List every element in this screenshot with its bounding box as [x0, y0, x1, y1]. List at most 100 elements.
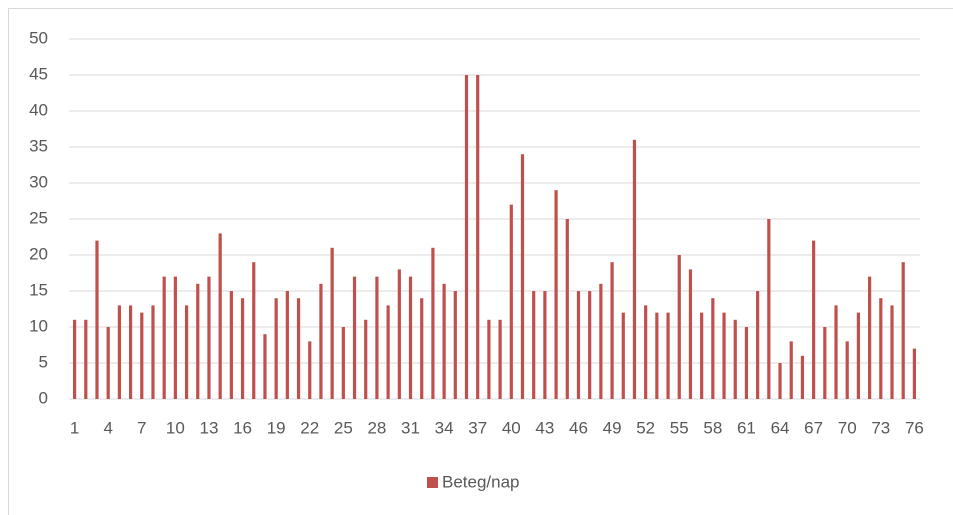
bar	[341, 327, 345, 399]
bar	[912, 348, 917, 399]
bar	[431, 247, 435, 399]
y-tick-label: 20	[29, 244, 48, 263]
bar	[319, 283, 323, 399]
bar	[117, 305, 121, 399]
bar	[140, 312, 144, 399]
bar	[789, 341, 793, 399]
x-tick-label: 10	[166, 418, 185, 437]
x-tick-label: 64	[771, 418, 790, 437]
x-tick-label: 55	[670, 418, 689, 437]
bar	[812, 240, 816, 399]
bar	[845, 341, 849, 399]
x-tick-label: 28	[367, 418, 386, 437]
bar	[106, 327, 110, 399]
x-tick-label: 46	[569, 418, 588, 437]
bar	[666, 312, 670, 399]
bar	[218, 233, 222, 399]
x-tick-label: 40	[502, 418, 521, 437]
bar	[576, 291, 581, 399]
bar	[532, 291, 536, 399]
y-tick-label: 0	[39, 388, 48, 407]
bar	[364, 319, 368, 399]
bar	[890, 305, 894, 399]
bar	[520, 154, 525, 399]
x-tick-label: 13	[200, 418, 219, 437]
bar	[700, 312, 704, 399]
bar	[128, 305, 133, 399]
bar	[778, 363, 782, 399]
x-tick-label: 67	[804, 418, 823, 437]
bar	[856, 312, 861, 399]
bar	[184, 305, 189, 399]
bar	[162, 276, 166, 399]
x-tick-label: 7	[137, 418, 146, 437]
bar	[330, 247, 334, 399]
bar	[554, 190, 558, 399]
bar	[240, 298, 245, 399]
x-tick-label: 49	[603, 418, 622, 437]
bar	[610, 262, 614, 399]
bar	[207, 276, 211, 399]
bar	[901, 262, 905, 399]
x-tick-label: 22	[300, 418, 319, 437]
bar	[823, 327, 827, 399]
bar	[711, 298, 715, 399]
bar	[72, 319, 77, 399]
bar	[476, 75, 480, 399]
y-tick-label: 5	[39, 352, 48, 371]
bar	[498, 319, 502, 399]
y-tick-label: 30	[29, 172, 48, 191]
bar	[196, 283, 200, 399]
y-tick-label: 25	[29, 208, 48, 227]
bar	[632, 139, 637, 400]
x-tick-label: 4	[103, 418, 112, 437]
x-tick-label: 61	[737, 418, 756, 437]
bar	[464, 75, 469, 399]
chart-border	[8, 8, 953, 515]
x-tick-label: 43	[535, 418, 554, 437]
x-tick-label: 34	[435, 418, 454, 437]
bar	[375, 276, 379, 399]
x-tick-label: 52	[636, 418, 655, 437]
y-tick-label: 40	[29, 100, 48, 119]
legend-swatch	[427, 477, 438, 488]
x-tick-label: 70	[838, 418, 857, 437]
x-tick-label: 19	[267, 418, 286, 437]
bar	[84, 319, 88, 399]
x-tick-label: 31	[401, 418, 420, 437]
bar	[621, 312, 625, 399]
bar	[420, 298, 424, 399]
bar	[800, 355, 805, 399]
bar	[655, 312, 659, 399]
bar	[308, 341, 312, 399]
y-tick-label: 45	[29, 64, 48, 83]
bar	[644, 305, 648, 399]
bar	[599, 283, 603, 399]
x-tick-label: 73	[871, 418, 890, 437]
bar	[229, 291, 233, 399]
bar	[688, 269, 693, 399]
bar	[543, 291, 547, 399]
bar	[296, 298, 301, 399]
bar	[744, 327, 749, 399]
x-tick-label: 37	[468, 418, 487, 437]
bar	[722, 312, 726, 399]
bar	[756, 291, 760, 399]
x-tick-label: 76	[905, 418, 924, 437]
bar	[442, 283, 446, 399]
bar	[397, 269, 401, 399]
bar	[509, 204, 513, 399]
bar	[408, 276, 413, 399]
x-tick-label: 25	[334, 418, 353, 437]
bar	[487, 319, 491, 399]
x-tick-label: 16	[233, 418, 252, 437]
legend-label: Beteg/nap	[442, 472, 520, 491]
bar	[173, 276, 177, 399]
bar	[274, 298, 278, 399]
bar	[879, 298, 883, 399]
bar	[565, 219, 569, 399]
y-tick-label: 10	[29, 316, 48, 335]
bar	[868, 276, 872, 399]
bar	[733, 319, 737, 399]
